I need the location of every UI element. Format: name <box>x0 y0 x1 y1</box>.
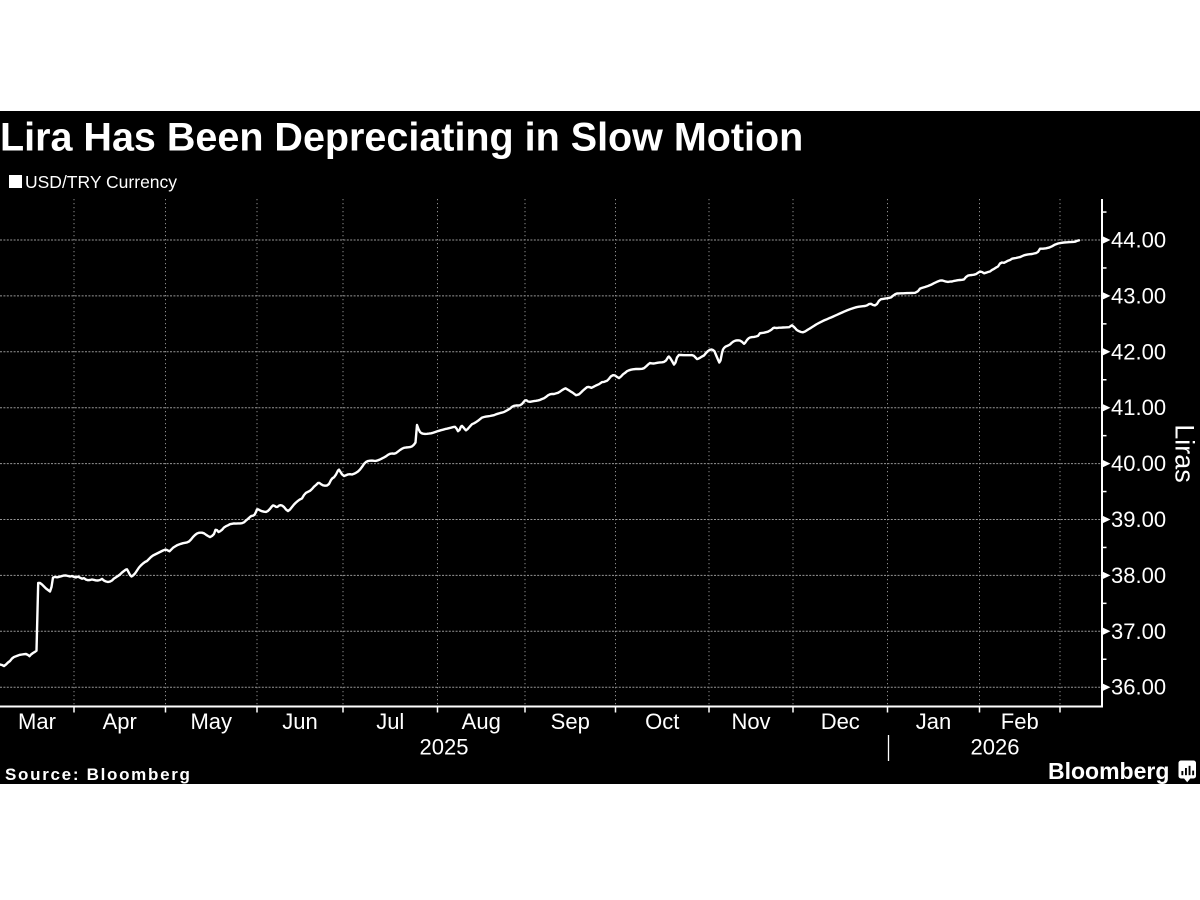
svg-text:Dec: Dec <box>821 709 860 734</box>
svg-text:May: May <box>190 709 232 734</box>
svg-text:Feb: Feb <box>1001 709 1039 734</box>
svg-text:Mar: Mar <box>18 709 56 734</box>
svg-text:40.00: 40.00 <box>1111 451 1166 476</box>
svg-text:43.00: 43.00 <box>1111 283 1166 308</box>
svg-text:Bloomberg: Bloomberg <box>1048 758 1169 784</box>
svg-text:Liras: Liras <box>1170 424 1200 483</box>
svg-text:Nov: Nov <box>731 709 770 734</box>
svg-text:Jul: Jul <box>376 709 404 734</box>
svg-text:Jan: Jan <box>916 709 951 734</box>
svg-text:Lira Has Been Depreciating in: Lira Has Been Depreciating in Slow Motio… <box>0 116 803 160</box>
svg-text:42.00: 42.00 <box>1111 339 1166 364</box>
svg-text:36.00: 36.00 <box>1111 675 1166 700</box>
svg-text:2025: 2025 <box>420 735 469 760</box>
svg-text:Oct: Oct <box>645 709 679 734</box>
svg-text:38.00: 38.00 <box>1111 563 1166 588</box>
svg-text:44.00: 44.00 <box>1111 228 1166 253</box>
svg-text:Jun: Jun <box>282 709 317 734</box>
svg-text:Source: Bloomberg: Source: Bloomberg <box>5 765 192 784</box>
svg-text:37.00: 37.00 <box>1111 619 1166 644</box>
svg-text:Apr: Apr <box>103 709 137 734</box>
svg-text:Sep: Sep <box>551 709 590 734</box>
svg-text:2026: 2026 <box>971 735 1020 760</box>
svg-text:41.00: 41.00 <box>1111 395 1166 420</box>
svg-text:39.00: 39.00 <box>1111 507 1166 532</box>
svg-text:Aug: Aug <box>462 709 501 734</box>
svg-text:USD/TRY Currency: USD/TRY Currency <box>25 172 177 192</box>
